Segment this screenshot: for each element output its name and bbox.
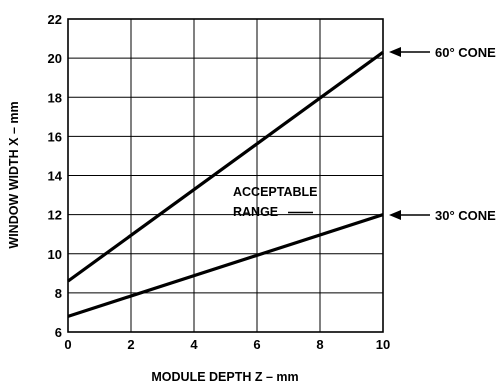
grid xyxy=(68,19,383,332)
series-line-2 xyxy=(67,213,384,318)
y-tick-labels: 6 8 10 12 14 16 18 20 22 xyxy=(48,12,63,340)
x-tick-label: 2 xyxy=(127,337,134,352)
series-label: 60° CONE xyxy=(435,45,496,60)
x-tick-label: 10 xyxy=(376,337,390,352)
series-labels: 60° CONE 30° CONE xyxy=(389,45,496,223)
x-tick-label: 4 xyxy=(190,337,198,352)
x-axis-title: MODULE DEPTH Z – mm xyxy=(151,370,298,384)
series-label-arrowhead xyxy=(389,47,401,57)
x-tick-label: 0 xyxy=(64,337,71,352)
series-line-1 xyxy=(67,50,384,283)
y-tick-label: 8 xyxy=(55,286,62,301)
x-tick-label: 6 xyxy=(253,337,260,352)
y-tick-label: 18 xyxy=(48,90,62,105)
y-tick-label: 6 xyxy=(55,325,62,340)
y-axis-title: WINDOW WIDTH X – mm xyxy=(7,101,21,248)
series-label-arrowhead xyxy=(389,210,401,220)
x-tick-labels: 0 2 4 6 8 10 xyxy=(64,337,390,352)
series-label: 30° CONE xyxy=(435,208,496,223)
y-tick-label: 22 xyxy=(48,12,62,27)
annotation-acceptable: ACCEPTABLE xyxy=(233,185,318,199)
y-tick-label: 16 xyxy=(48,129,62,144)
y-tick-label: 20 xyxy=(48,51,62,66)
annotation-range: RANGE xyxy=(233,205,278,219)
series-group xyxy=(67,50,384,318)
x-tick-label: 8 xyxy=(316,337,323,352)
y-tick-label: 12 xyxy=(48,208,62,223)
y-tick-label: 10 xyxy=(48,247,62,262)
y-tick-label: 14 xyxy=(48,169,63,184)
